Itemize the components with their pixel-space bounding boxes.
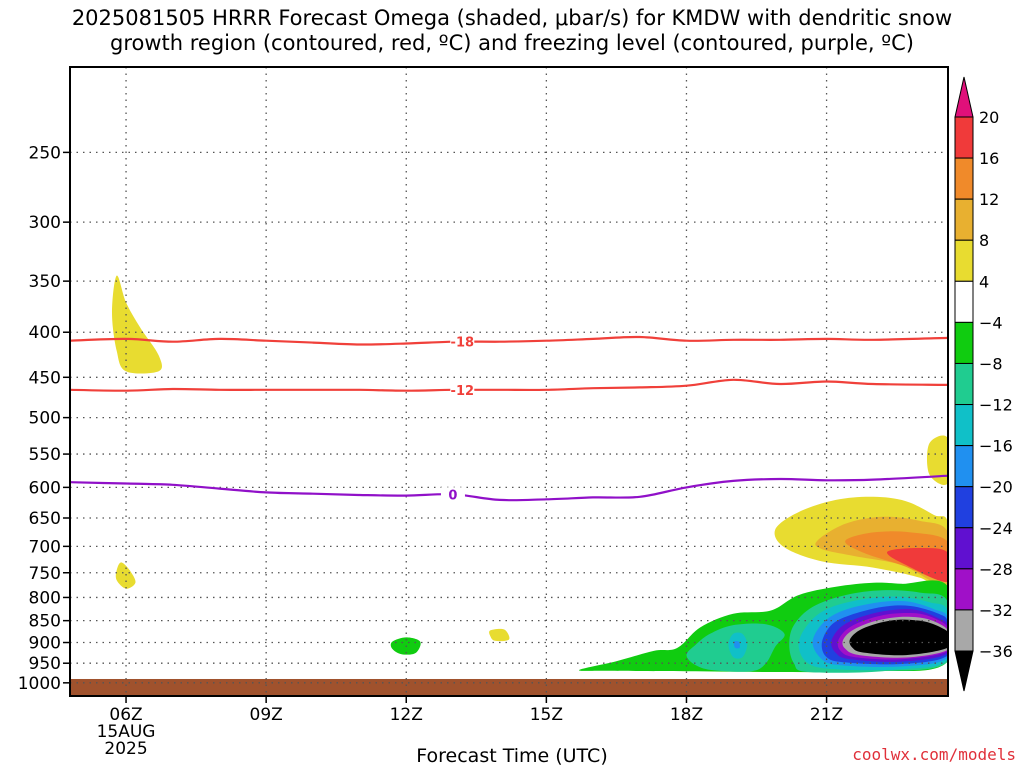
colorbar-label-13: −36: [979, 642, 1013, 661]
y-tick-label-300: 300: [29, 213, 61, 233]
y-tick-label-350: 350: [29, 272, 61, 292]
plot-frame: [69, 66, 949, 697]
date-label-0: 15AUG: [97, 722, 156, 742]
colorbar-band-5: [954, 321, 974, 364]
colorbar-label-2: 12: [979, 190, 999, 209]
colorbar-band-1: [954, 157, 974, 200]
colorbar-band-6: [954, 362, 974, 406]
x-axis-label: Forecast Time (UTC): [416, 745, 608, 767]
y-tick-label-650: 650: [29, 509, 61, 529]
colorbar-band-8: [954, 445, 974, 488]
y-tick-label-500: 500: [29, 409, 61, 429]
omega-colorbar: 20 16 12 8 4 −4 −8 −12 −16 −20 −24 −28 −32 −36: [954, 76, 1013, 692]
colorbar-label-6: −8: [979, 354, 1003, 373]
omega-region-3: [489, 628, 510, 642]
contour-line-0: [70, 335, 948, 346]
omega-region-8: [887, 547, 948, 582]
colorbar-band-7: [954, 404, 974, 447]
omega-region-1: [115, 562, 136, 589]
y-tick-label-900: 900: [29, 634, 61, 654]
colorbar-label-8: −16: [979, 437, 1013, 456]
y-tick-label-450: 450: [29, 368, 61, 388]
x-tick-label-6: 06Z: [109, 705, 142, 725]
colorbar-band-2: [954, 198, 974, 241]
colorbar-label-11: −28: [979, 560, 1013, 579]
colorbar-label-9: −20: [979, 478, 1013, 497]
temperature-contours: -18 -12 0: [70, 334, 948, 503]
colorbar-label-4: 4: [979, 272, 989, 291]
colorbar-label-7: −12: [979, 396, 1013, 415]
colorbar-band-0: [954, 116, 974, 159]
colorbar-band-10: [954, 527, 974, 570]
colorbar-label-5: −4: [979, 313, 1003, 332]
contour-label-bg-0: [450, 334, 475, 349]
x-tick-label-18: 18Z: [670, 705, 703, 725]
colorbar-band-9: [954, 486, 974, 529]
x-tick-label-21: 21Z: [810, 705, 843, 725]
x-tick-label-9: 09Z: [250, 705, 283, 725]
colorbar-over-arrow: [954, 76, 974, 118]
colorbar-band-12: [954, 609, 974, 652]
credit-text: coolwx.com/models: [852, 745, 1016, 764]
y-tick-label-700: 700: [29, 537, 61, 557]
y-tick-label-400: 400: [29, 323, 61, 343]
contour-label-bg-1: [450, 382, 475, 397]
omega-shading: [112, 275, 948, 673]
ground-surface: [70, 678, 948, 696]
omega-region-0: [112, 275, 162, 374]
y-tick-label-1000: 1000: [18, 674, 61, 694]
grid-lines: [70, 67, 948, 696]
y-tick-label-850: 850: [29, 612, 61, 632]
colorbar-label-12: −32: [979, 601, 1013, 620]
colorbar-band-11: [954, 568, 974, 611]
ground-fill: [70, 678, 948, 696]
contour-label-bg-2: [440, 487, 465, 502]
contour-line-1: [70, 378, 948, 392]
omega-region-4: [926, 435, 948, 486]
colorbar-label-0: 20: [979, 108, 999, 127]
y-tick-label-750: 750: [29, 564, 61, 584]
colorbar-band-4: [954, 280, 974, 323]
y-tick-label-250: 250: [29, 143, 61, 163]
pressure-axis: 2503003504004505005506006507007508008509…: [18, 143, 70, 694]
contour-label-2: 0: [448, 488, 457, 503]
y-tick-label-550: 550: [29, 445, 61, 465]
y-tick-label-800: 800: [29, 588, 61, 608]
y-tick-label-600: 600: [29, 478, 61, 498]
date-label-1: 2025: [104, 739, 147, 759]
x-tick-label-12: 12Z: [390, 705, 423, 725]
colorbar-label-3: 8: [979, 231, 989, 250]
y-tick-label-950: 950: [29, 654, 61, 674]
colorbar-band-3: [954, 239, 974, 282]
contour-line-2: [70, 474, 948, 502]
omega-region-20: [849, 619, 948, 656]
chart-title: 2025081505 HRRR Forecast Omega (shaded, …: [71, 6, 953, 55]
contour-label-1: -12: [451, 384, 475, 399]
colorbar-label-1: 16: [979, 149, 999, 168]
x-tick-label-15: 15Z: [530, 705, 563, 725]
omega-region-14: [733, 640, 740, 649]
colorbar-label-10: −24: [979, 519, 1013, 538]
contour-label-0: -18: [451, 336, 475, 351]
colorbar-under-arrow: [954, 650, 974, 692]
